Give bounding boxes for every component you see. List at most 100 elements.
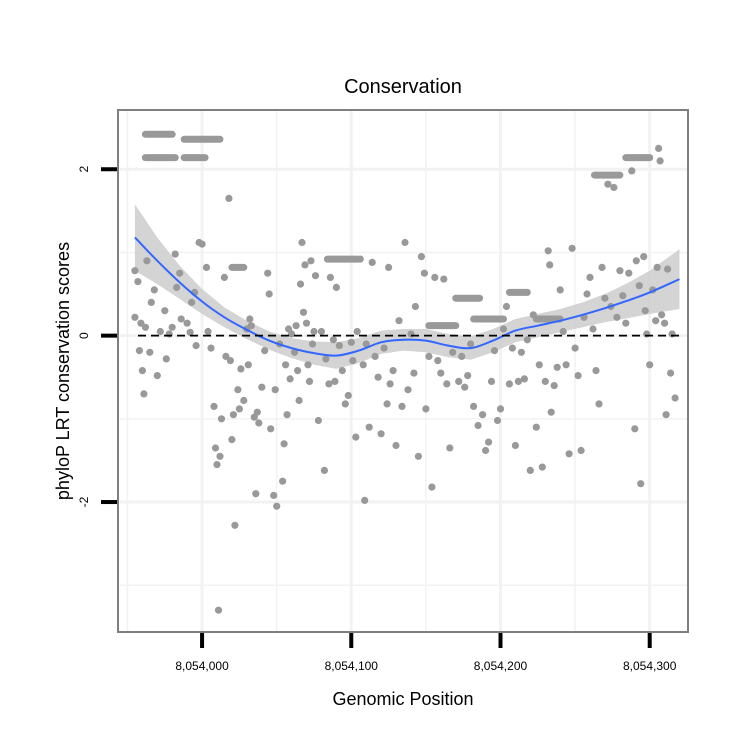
data-point bbox=[198, 240, 206, 248]
data-point bbox=[641, 307, 649, 315]
data-point bbox=[282, 361, 290, 369]
smooth-line-layer bbox=[134, 236, 680, 357]
data-point bbox=[385, 263, 393, 271]
data-point bbox=[523, 336, 531, 344]
data-point bbox=[307, 257, 315, 265]
smooth-line bbox=[134, 236, 680, 357]
data-point bbox=[559, 327, 567, 336]
data-point bbox=[344, 391, 352, 400]
data-point bbox=[437, 369, 445, 377]
data-point bbox=[258, 383, 266, 391]
data-point bbox=[467, 340, 475, 348]
data-point bbox=[428, 483, 436, 491]
data-point bbox=[568, 244, 576, 252]
data-point bbox=[286, 375, 294, 383]
data-point bbox=[637, 480, 645, 488]
data-point bbox=[646, 361, 654, 369]
data-point bbox=[485, 438, 493, 446]
data-point bbox=[325, 380, 333, 388]
data-point bbox=[571, 344, 579, 352]
data-point bbox=[298, 238, 306, 247]
data-point bbox=[288, 330, 296, 338]
data-point bbox=[505, 380, 513, 388]
data-point bbox=[490, 347, 499, 355]
data-point bbox=[653, 263, 661, 271]
data-point bbox=[264, 269, 272, 277]
x-axis-label: Genomic Position bbox=[332, 689, 473, 709]
data-point bbox=[329, 336, 337, 344]
data-point bbox=[332, 283, 340, 291]
data-point bbox=[291, 348, 299, 356]
data-point bbox=[395, 317, 403, 325]
data-point bbox=[508, 344, 516, 352]
data-point bbox=[482, 446, 490, 455]
data-point bbox=[499, 325, 508, 333]
data-point bbox=[229, 411, 237, 419]
data-point bbox=[401, 238, 409, 247]
chart-title: Conservation bbox=[344, 76, 462, 98]
data-point bbox=[517, 348, 526, 356]
data-point bbox=[341, 400, 349, 408]
data-point bbox=[565, 450, 573, 458]
data-point bbox=[231, 521, 239, 529]
data-point bbox=[446, 444, 454, 452]
data-point bbox=[434, 357, 442, 365]
data-point bbox=[246, 315, 254, 323]
data-point bbox=[131, 267, 139, 275]
data-point bbox=[622, 319, 630, 327]
x-axis: 8,054,000 8,054,100 8,054,200 8,054,300 bbox=[175, 633, 677, 673]
data-point bbox=[173, 283, 181, 291]
data-point bbox=[322, 355, 330, 363]
panel-border bbox=[117, 109, 689, 633]
data-point bbox=[295, 396, 303, 405]
data-point bbox=[143, 257, 151, 265]
data-point bbox=[526, 466, 534, 474]
data-point bbox=[652, 317, 660, 325]
data-point bbox=[383, 400, 391, 408]
data-point bbox=[222, 352, 230, 360]
data-point bbox=[296, 280, 305, 288]
data-point bbox=[386, 380, 394, 388]
data-point bbox=[301, 261, 309, 269]
data-point bbox=[368, 258, 376, 266]
data-point bbox=[544, 247, 552, 255]
data-point bbox=[404, 386, 412, 394]
y-tick-label: 0 bbox=[77, 332, 91, 339]
data-point bbox=[192, 342, 200, 350]
data-point bbox=[601, 294, 609, 302]
data-point bbox=[279, 477, 287, 485]
data-point bbox=[374, 373, 382, 381]
data-point bbox=[586, 273, 594, 281]
data-point bbox=[592, 367, 600, 375]
data-point bbox=[667, 369, 675, 377]
data-point bbox=[514, 377, 523, 385]
data-point bbox=[546, 261, 554, 269]
data-point bbox=[270, 491, 278, 499]
data-point bbox=[356, 255, 364, 263]
data-point bbox=[171, 250, 179, 258]
data-point bbox=[420, 269, 428, 277]
data-point bbox=[616, 267, 624, 275]
confidence-band bbox=[134, 204, 680, 369]
data-point bbox=[479, 411, 487, 419]
data-point bbox=[265, 290, 273, 298]
data-point bbox=[556, 286, 564, 294]
data-point bbox=[134, 278, 142, 286]
data-point bbox=[422, 405, 430, 413]
data-point bbox=[210, 402, 218, 410]
data-point bbox=[458, 352, 466, 360]
data-point bbox=[632, 257, 640, 265]
data-point bbox=[359, 361, 367, 369]
data-point bbox=[598, 263, 606, 271]
data-point bbox=[532, 423, 540, 431]
data-point bbox=[553, 363, 561, 371]
data-point bbox=[311, 272, 320, 280]
data-point bbox=[244, 361, 252, 369]
data-point bbox=[398, 402, 406, 410]
data-point bbox=[389, 367, 397, 375]
x-tick-label: 8,054,100 bbox=[325, 659, 379, 673]
data-point bbox=[529, 311, 537, 319]
data-point bbox=[302, 319, 311, 327]
data-point bbox=[273, 502, 281, 510]
data-point bbox=[320, 466, 328, 474]
